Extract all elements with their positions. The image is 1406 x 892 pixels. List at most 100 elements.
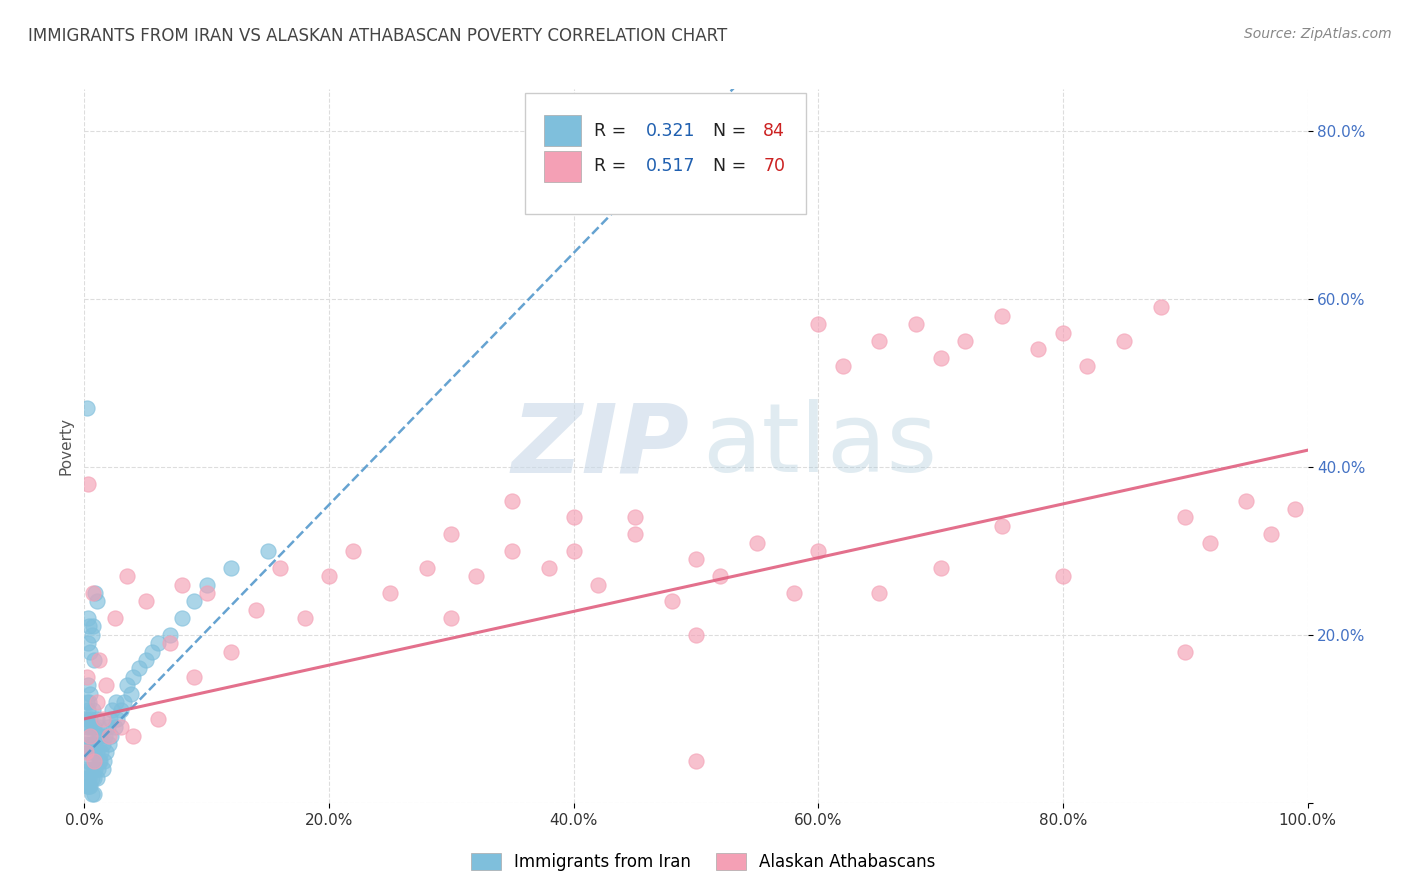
Point xyxy=(80,788,103,802)
Point xyxy=(86,594,108,608)
Point xyxy=(135,594,157,608)
Point xyxy=(104,611,127,625)
Point xyxy=(93,754,115,768)
Point xyxy=(183,670,205,684)
Text: 70: 70 xyxy=(763,157,785,175)
Point xyxy=(991,309,1014,323)
Point xyxy=(77,779,100,793)
Point xyxy=(77,636,100,650)
Point xyxy=(783,586,806,600)
Point xyxy=(105,712,128,726)
Point xyxy=(76,401,98,416)
Point xyxy=(1052,569,1074,583)
Point xyxy=(96,746,118,760)
Text: Source: ZipAtlas.com: Source: ZipAtlas.com xyxy=(1244,27,1392,41)
Point xyxy=(79,762,101,776)
Point xyxy=(87,729,110,743)
Point xyxy=(562,510,585,524)
Point xyxy=(245,603,267,617)
Point xyxy=(135,653,157,667)
Point xyxy=(141,645,163,659)
Point xyxy=(953,334,976,348)
Point xyxy=(83,746,105,760)
Point xyxy=(502,544,524,558)
Point xyxy=(83,754,105,768)
Point xyxy=(79,737,101,751)
Point xyxy=(464,569,486,583)
Point xyxy=(83,653,105,667)
Point xyxy=(110,703,132,717)
Point xyxy=(87,720,110,734)
Point xyxy=(807,318,830,332)
Text: N =: N = xyxy=(702,121,752,139)
Point xyxy=(159,628,181,642)
FancyBboxPatch shape xyxy=(524,93,806,214)
Y-axis label: Poverty: Poverty xyxy=(58,417,73,475)
Point xyxy=(104,720,127,734)
Point xyxy=(77,720,100,734)
Point xyxy=(195,586,218,600)
Point xyxy=(624,510,647,524)
Point xyxy=(82,586,104,600)
Point xyxy=(1174,510,1197,524)
Point xyxy=(98,712,121,726)
Point xyxy=(159,636,181,650)
Point xyxy=(84,737,107,751)
Point xyxy=(685,754,707,768)
Point xyxy=(77,703,100,717)
Point xyxy=(75,746,97,760)
Point xyxy=(97,737,120,751)
Point xyxy=(97,720,120,734)
Point xyxy=(1260,527,1282,541)
Point xyxy=(77,746,100,760)
Point xyxy=(94,729,117,743)
Point xyxy=(76,779,98,793)
Point xyxy=(257,544,280,558)
Point xyxy=(1174,645,1197,659)
Point xyxy=(831,359,853,374)
Point xyxy=(75,762,97,776)
Point xyxy=(76,746,98,760)
FancyBboxPatch shape xyxy=(544,151,581,182)
Point xyxy=(90,746,112,760)
Point xyxy=(79,779,101,793)
Point xyxy=(86,712,108,726)
Point xyxy=(83,788,105,802)
Point xyxy=(416,560,439,574)
Point xyxy=(86,771,108,785)
Point xyxy=(440,527,463,541)
Point xyxy=(83,771,105,785)
Point xyxy=(807,544,830,558)
Point xyxy=(82,762,104,776)
Point xyxy=(146,636,169,650)
Point xyxy=(905,318,928,332)
Point xyxy=(86,746,108,760)
Point xyxy=(991,518,1014,533)
Point xyxy=(82,737,104,751)
Point xyxy=(91,737,114,751)
Point xyxy=(1284,502,1306,516)
Point xyxy=(80,628,103,642)
Point xyxy=(83,720,105,734)
Point xyxy=(115,678,138,692)
Point xyxy=(747,535,769,549)
Point xyxy=(1150,301,1173,315)
Point xyxy=(502,493,524,508)
Point xyxy=(172,611,194,625)
Point xyxy=(79,729,101,743)
Point xyxy=(1076,359,1098,374)
Point xyxy=(89,729,111,743)
Point xyxy=(75,737,97,751)
Text: R =: R = xyxy=(595,121,633,139)
Point xyxy=(538,560,561,574)
Point xyxy=(82,703,104,717)
Point xyxy=(91,712,114,726)
Point xyxy=(76,720,98,734)
Point xyxy=(685,552,707,566)
Point xyxy=(77,678,100,692)
Point xyxy=(122,729,145,743)
Point xyxy=(101,703,124,717)
Point xyxy=(77,611,100,625)
Point xyxy=(87,653,110,667)
Point xyxy=(624,527,647,541)
